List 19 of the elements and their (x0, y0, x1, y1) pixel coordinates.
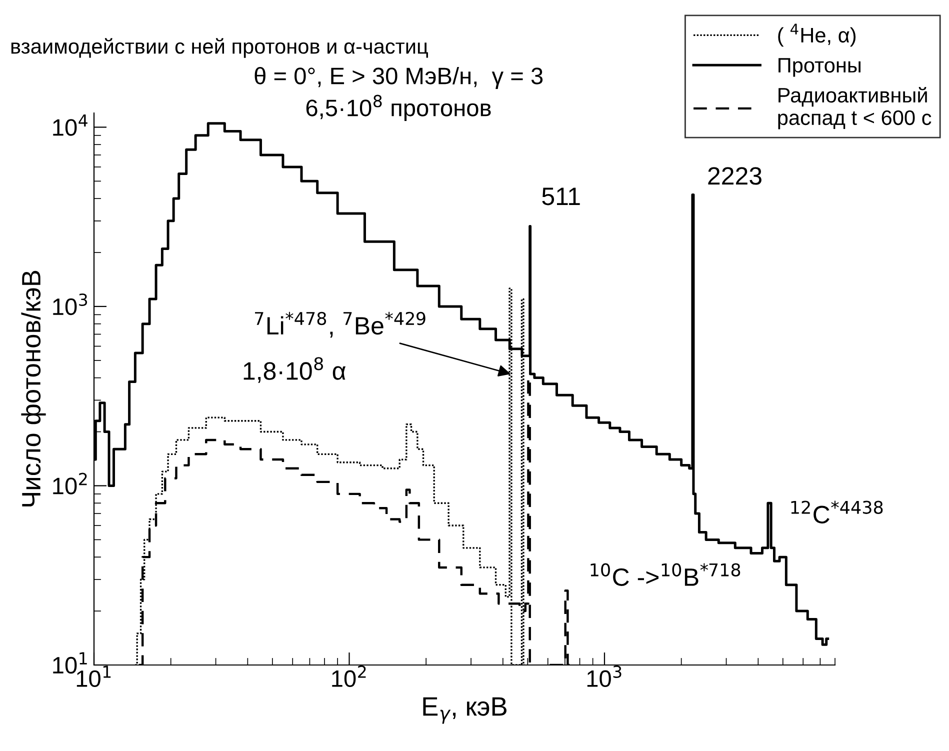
y-tick-label: 10$^{4}$ (53, 114, 88, 136)
y-axis-title: Число фотонов/кэВ (21, 270, 46, 506)
annotation: 511 (542, 188, 580, 206)
x-tick-label: 10$^{3}$ (587, 665, 622, 688)
legend-label: ( $^{4}$He, α) (778, 24, 856, 47)
annotation: $^{12}$C$^{*4438}$ (791, 500, 883, 524)
y-tick-label: 10$^{3}$ (53, 294, 88, 316)
legend-label: Протоны (778, 58, 860, 77)
annotation: 2223 (708, 167, 762, 185)
y-tick-label: 10$^{2}$ (53, 472, 87, 494)
legend-label: Радиоактивный распад t < 600 с (778, 86, 932, 130)
x-tick-label: 10$^{2}$ (332, 665, 366, 688)
x-axis-title: E$_{γ}$, кэВ (423, 697, 506, 724)
annotation: 6,5·10$^{8}$ протонов (306, 94, 491, 121)
annotation: $^{7}$Li$^{*478}$, $^{7}$Be$^{*429}$ (255, 312, 426, 338)
annotation: 1,8·10$^{8}$ α (244, 357, 346, 383)
text: θ = 0°, E > 30 МэВ/н, γ = 3 (254, 66, 543, 89)
annotation: $^{10}$C ->$^{10}$B$^{*718}$ (590, 563, 740, 586)
chart-title: взаимодействии с ней протонов и α-частиц (11, 38, 428, 58)
